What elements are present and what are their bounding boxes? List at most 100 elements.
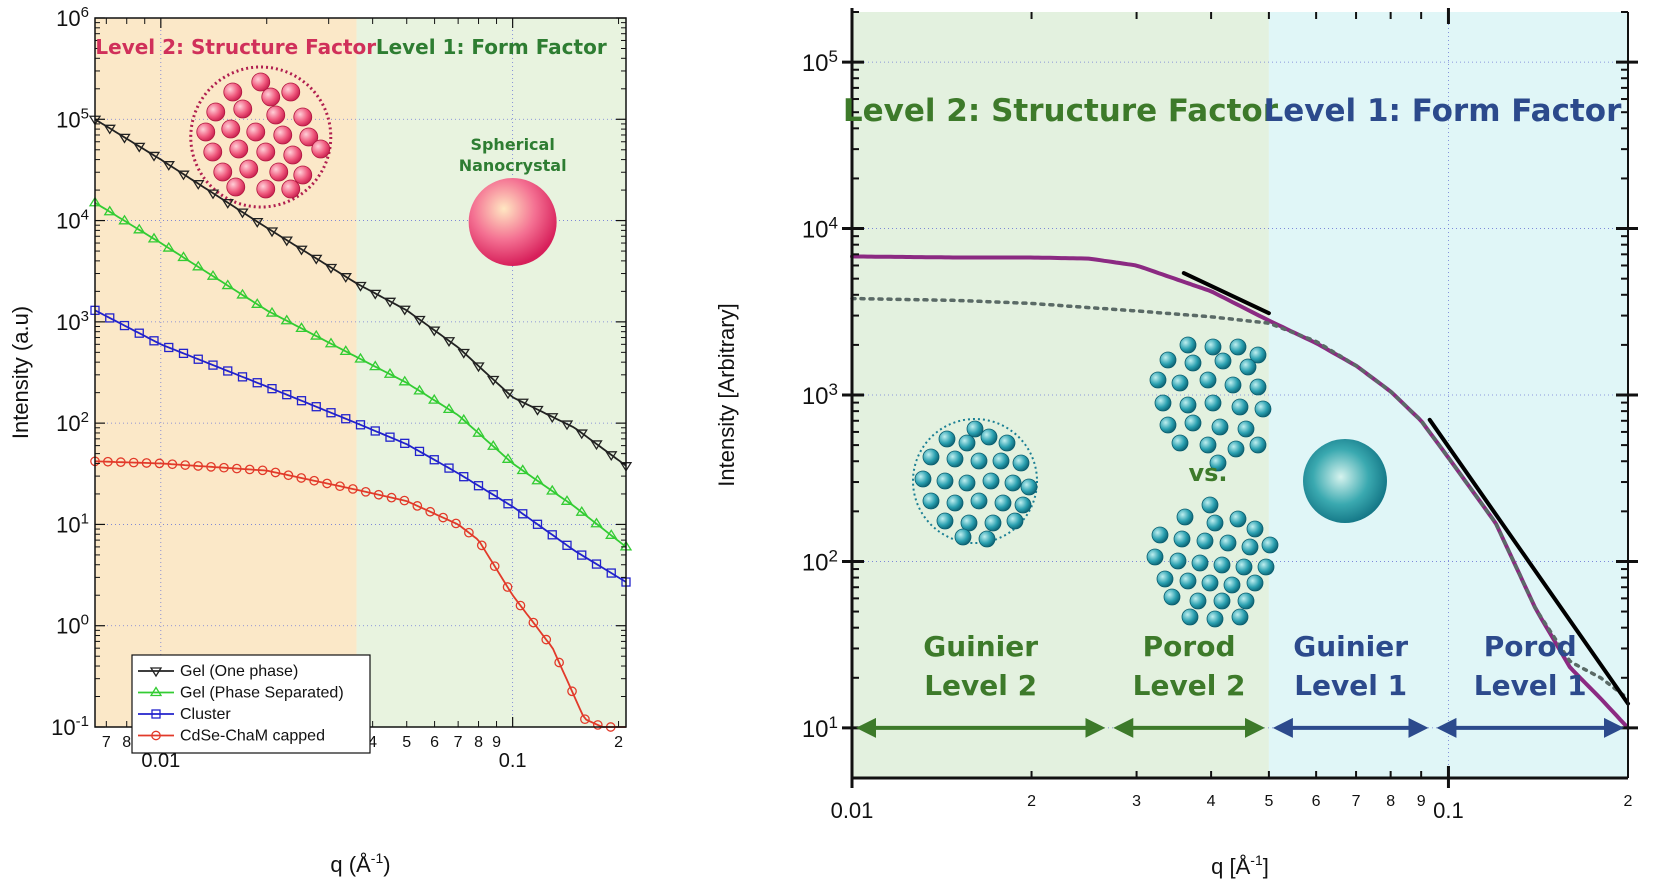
data-point (265, 306, 279, 317)
data-point (546, 484, 559, 495)
structure-cluster-ring (189, 65, 333, 209)
data-point (177, 170, 190, 181)
particle (1241, 538, 1259, 556)
series-gel-phase-separated- (88, 196, 633, 551)
particle (311, 139, 331, 159)
particle (980, 428, 998, 446)
particle (970, 452, 988, 470)
data-point (383, 297, 397, 308)
data-point (503, 499, 513, 509)
data-point (398, 375, 411, 386)
particle (226, 177, 246, 197)
left-illustrations (189, 65, 557, 266)
left-axis-ticks: 10-11001011021031041051060.010.178923456… (51, 4, 626, 772)
data-point (515, 600, 526, 611)
data-point (501, 453, 515, 463)
particle (1179, 396, 1197, 414)
particle (1146, 548, 1164, 566)
x-minor-tick-label: 7 (1352, 793, 1361, 810)
data-point (326, 408, 336, 418)
legend-entry: Gel (One phase) (138, 663, 298, 680)
particle (213, 162, 233, 182)
series-line (94, 201, 627, 548)
data-point (532, 519, 543, 529)
particle (1246, 520, 1264, 538)
particle (281, 179, 301, 199)
particle (1213, 556, 1231, 574)
left-chart: 10-11001011021031041051060.010.178923456… (8, 4, 633, 877)
data-point (487, 440, 500, 450)
particle (1184, 414, 1202, 432)
range-label-line2: Level 1 (1294, 669, 1407, 702)
range-label-line1: Porod (1143, 630, 1236, 663)
data-point (223, 366, 233, 376)
range-label-line2: Level 2 (924, 669, 1037, 702)
x-minor-tick-label: 8 (474, 734, 483, 751)
particle (256, 142, 276, 162)
right-y-axis-title: Intensity [Arbitrary] (714, 303, 739, 486)
data-point (472, 426, 485, 437)
particle (1246, 574, 1264, 592)
data-point (516, 464, 529, 475)
particle (1201, 496, 1219, 514)
data-point (118, 214, 131, 225)
data-point (237, 372, 248, 382)
data-point (147, 151, 161, 162)
data-point (335, 481, 345, 492)
data-point (221, 198, 234, 209)
particle (1204, 338, 1222, 356)
particle (922, 492, 940, 510)
data-point (283, 470, 294, 481)
particle (1201, 574, 1219, 592)
data-point (370, 426, 380, 436)
data-point (192, 180, 205, 190)
range-label-line1: Guinier (923, 630, 1038, 663)
y-tick-label-4: 104 (802, 214, 838, 244)
right-series (850, 254, 1630, 730)
data-point (348, 484, 358, 494)
data-point (516, 398, 529, 409)
data-point (339, 345, 352, 356)
particle (229, 139, 249, 159)
x-major-tick-label: 0.01 (831, 798, 874, 823)
legend-label: CdSe-ChaM capped (180, 728, 325, 745)
data-point (414, 446, 425, 457)
y-tick-label-1: 101 (56, 510, 89, 537)
data-point (580, 714, 590, 725)
x-minor-tick-label: 8 (1386, 793, 1395, 810)
left-y-axis-title: Intensity (a.u) (8, 306, 33, 439)
y-tick-label-2: 102 (802, 546, 838, 576)
data-point (103, 124, 116, 135)
right-x-axis-title: q [Å-1] (1211, 852, 1269, 879)
particle (982, 472, 1000, 490)
data-point (208, 360, 218, 370)
data-point (560, 420, 574, 431)
y-tick-label--1: 10-1 (51, 713, 89, 740)
data-point (442, 403, 456, 414)
particle (1235, 558, 1253, 576)
particle (1249, 346, 1267, 364)
particle (998, 434, 1016, 452)
right-region-label-structure: Level 2: Structure Factor (843, 93, 1279, 129)
data-point (473, 481, 484, 491)
y-tick-label-1: 101 (802, 713, 838, 743)
x-minor-tick-label: 9 (1417, 793, 1426, 810)
particle (1169, 552, 1187, 570)
legend-entry: Cluster (138, 706, 231, 723)
particle (1199, 436, 1217, 454)
data-point (369, 289, 382, 300)
particle (1189, 592, 1207, 610)
data-point (457, 413, 470, 424)
legend-swatch-marker (149, 667, 163, 678)
data-point (567, 686, 577, 697)
data-point (487, 375, 500, 386)
particle (206, 102, 226, 122)
range-label-line1: Guinier (1293, 630, 1408, 663)
data-point (560, 495, 574, 505)
particle (223, 82, 243, 102)
data-point (154, 458, 165, 469)
annotation-nanocrystal: Nanocrystal (459, 156, 567, 175)
data-point (118, 133, 131, 144)
series-cdse-cham-capped (90, 456, 626, 732)
